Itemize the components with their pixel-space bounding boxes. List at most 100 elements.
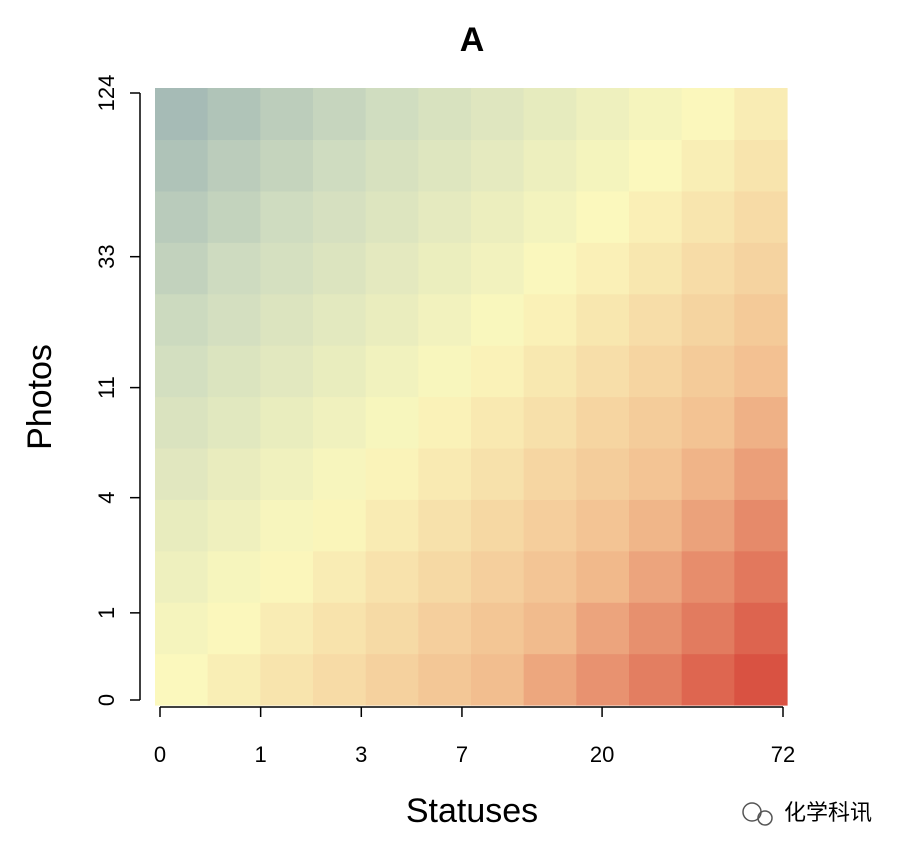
heatmap-cell <box>365 345 419 398</box>
heatmap-cell <box>155 653 209 706</box>
heatmap-cell <box>155 190 209 243</box>
heatmap-cell <box>471 499 525 552</box>
heatmap-cell <box>207 602 261 655</box>
heatmap-cell <box>418 396 472 449</box>
heatmap-cell <box>365 499 419 552</box>
heatmap-cell <box>155 139 209 192</box>
heatmap-cell <box>681 88 735 141</box>
heatmap-cell <box>365 396 419 449</box>
watermark: 化学科讯 <box>742 801 872 826</box>
heatmap-cell <box>629 88 683 141</box>
heatmap-cell <box>734 345 788 398</box>
heatmap-cell <box>313 190 367 243</box>
heatmap-cell <box>471 345 525 398</box>
heatmap-cell <box>207 447 261 500</box>
heatmap-cell <box>313 602 367 655</box>
heatmap-cell <box>471 653 525 706</box>
x-tick-label: 1 <box>255 742 267 767</box>
heatmap-cell <box>576 139 630 192</box>
heatmap-cell <box>523 499 577 552</box>
heatmap-cell <box>734 550 788 603</box>
heatmap-cell <box>365 550 419 603</box>
heatmap-cell <box>365 447 419 500</box>
heatmap-cell <box>576 447 630 500</box>
heatmap-cell <box>418 550 472 603</box>
heatmap-cell <box>418 345 472 398</box>
heatmap-cell <box>207 190 261 243</box>
heatmap-cell <box>313 139 367 192</box>
heatmap-cell <box>365 653 419 706</box>
heatmap-cell <box>471 190 525 243</box>
heatmap-cell <box>629 653 683 706</box>
heatmap-cell <box>681 499 735 552</box>
heatmap-cell <box>418 653 472 706</box>
heatmap-cell <box>629 293 683 346</box>
heatmap-cell <box>313 550 367 603</box>
heatmap-cell <box>576 550 630 603</box>
heatmap-cell <box>365 88 419 141</box>
heatmap-cell <box>471 602 525 655</box>
heatmap-cell <box>365 139 419 192</box>
heatmap-cell <box>523 653 577 706</box>
heatmap-cell <box>681 447 735 500</box>
heatmap-cell <box>523 602 577 655</box>
heatmap-cell <box>471 550 525 603</box>
heatmap-cell <box>418 88 472 141</box>
heatmap-cell <box>207 88 261 141</box>
heatmap-cell <box>155 396 209 449</box>
heatmap-cell <box>313 653 367 706</box>
heatmap-cell <box>471 88 525 141</box>
heatmap-cell <box>576 602 630 655</box>
heatmap-cell <box>471 242 525 295</box>
heatmap-cell <box>207 396 261 449</box>
heatmap-cell <box>734 447 788 500</box>
heatmap-cell <box>260 242 314 295</box>
heatmap-cell <box>681 190 735 243</box>
heatmap-cell <box>681 653 735 706</box>
x-tick-label: 72 <box>771 742 795 767</box>
heatmap-cell <box>576 242 630 295</box>
heatmap-cell <box>629 190 683 243</box>
heatmap-cell <box>260 88 314 141</box>
heatmap-cell <box>260 653 314 706</box>
heatmap-cell <box>418 499 472 552</box>
heatmap-cell <box>523 88 577 141</box>
heatmap-cell <box>418 447 472 500</box>
heatmap-cell <box>471 447 525 500</box>
heatmap-cell <box>313 293 367 346</box>
heatmap-cell <box>734 499 788 552</box>
heatmap-cell <box>734 190 788 243</box>
heatmap-cell <box>734 653 788 706</box>
heatmap-cell <box>681 550 735 603</box>
heatmap-cell <box>734 396 788 449</box>
heatmap-cell <box>260 396 314 449</box>
heatmap-cell <box>523 447 577 500</box>
heatmap-cell <box>365 242 419 295</box>
heatmap-cell <box>418 293 472 346</box>
heatmap-cell <box>471 396 525 449</box>
y-axis-label: Photos <box>21 344 59 450</box>
y-tick-label: 0 <box>94 694 119 706</box>
heatmap-cell <box>155 242 209 295</box>
heatmap-cell <box>155 345 209 398</box>
heatmap-cell <box>365 602 419 655</box>
heatmap-cell <box>576 653 630 706</box>
heatmap-cell <box>207 550 261 603</box>
heatmap-cell <box>629 602 683 655</box>
heatmap-cell <box>681 602 735 655</box>
heatmap-cell <box>523 345 577 398</box>
y-tick-label: 1 <box>94 607 119 619</box>
heatmap-cell <box>523 242 577 295</box>
heatmap-cell <box>207 242 261 295</box>
heatmap-cell <box>260 602 314 655</box>
heatmap-cell <box>418 602 472 655</box>
heatmap-cell <box>629 139 683 192</box>
y-tick-label: 124 <box>94 75 119 112</box>
heatmap-cell <box>313 396 367 449</box>
heatmap-cell <box>523 139 577 192</box>
heatmap-cell <box>681 242 735 295</box>
heatmap-cell <box>734 602 788 655</box>
heatmap-cell <box>313 499 367 552</box>
heatmap-cell <box>207 653 261 706</box>
